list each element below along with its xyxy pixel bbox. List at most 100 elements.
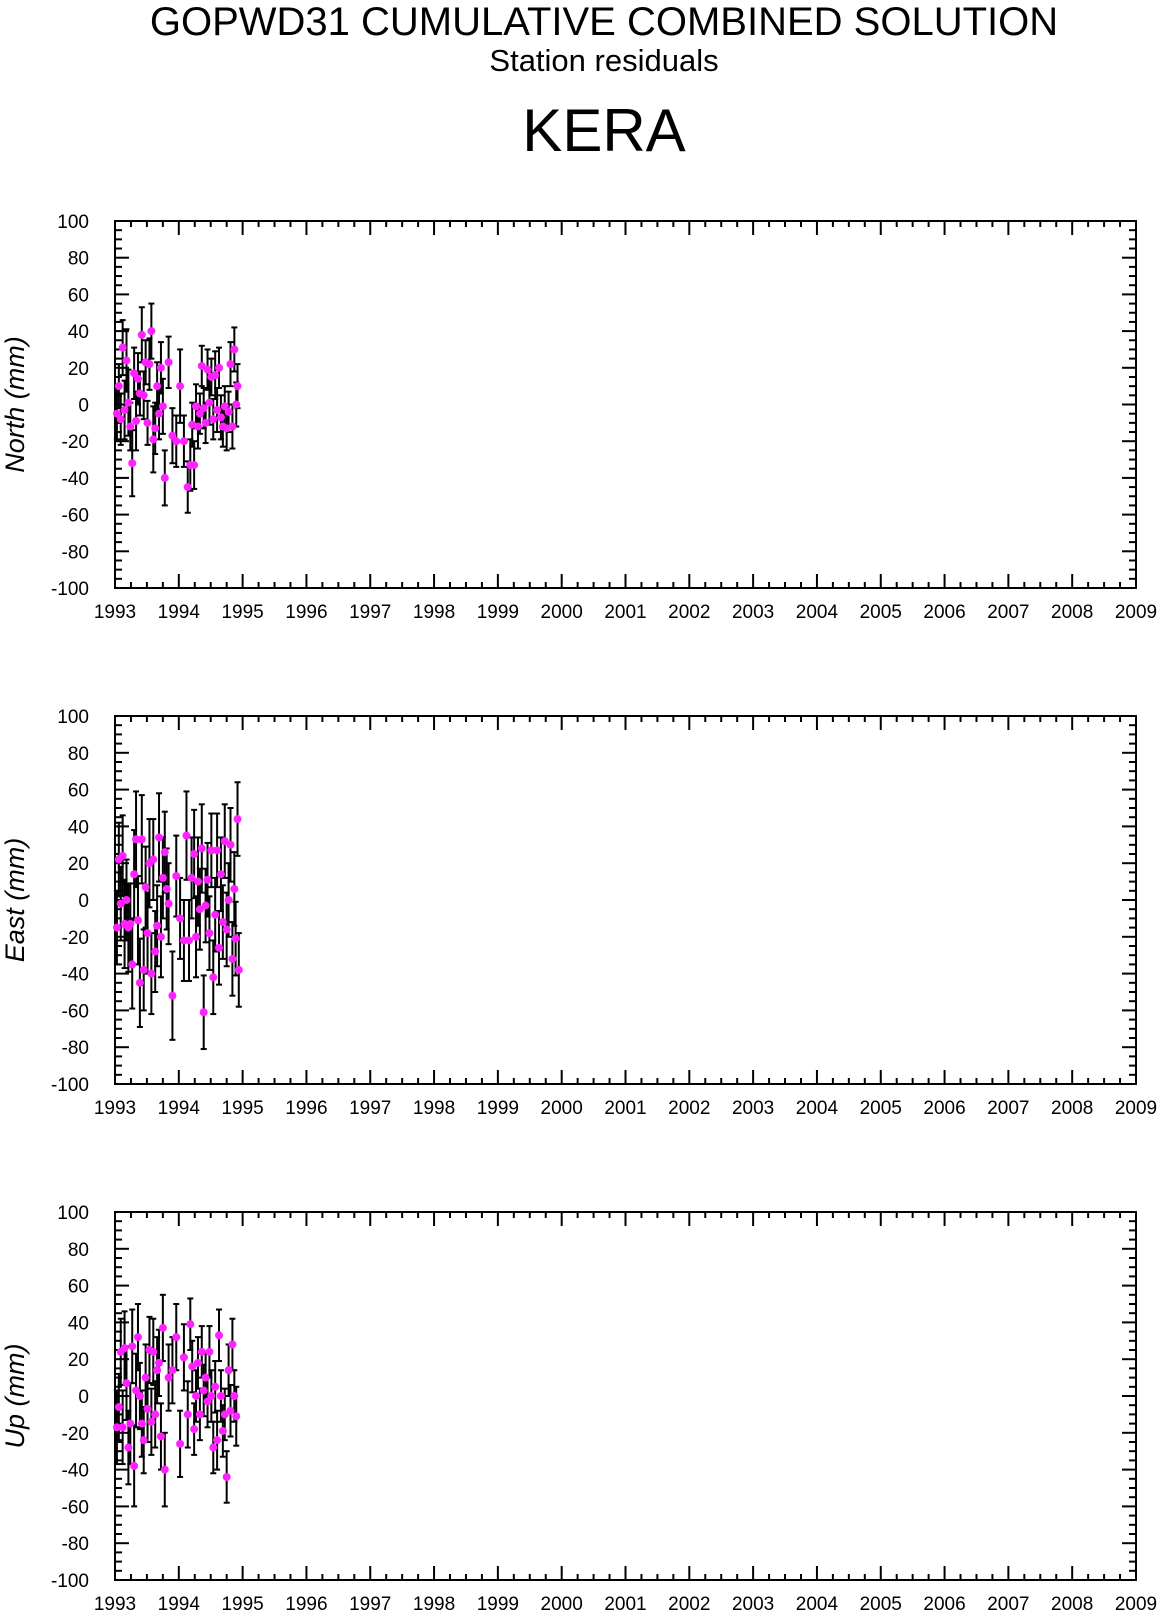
data-point <box>143 418 152 427</box>
data-point <box>211 910 220 919</box>
x-tick-label: 1995 <box>221 1594 263 1615</box>
y-tick-label: -40 <box>62 469 89 490</box>
data-point <box>122 896 131 904</box>
x-tick-label: 2000 <box>541 602 583 623</box>
data-point <box>130 1461 139 1470</box>
data-point <box>118 343 127 352</box>
data-point <box>122 1379 131 1388</box>
data-point <box>153 382 162 391</box>
data-point <box>151 947 160 956</box>
x-tick-label: 2009 <box>1115 602 1157 623</box>
data-point <box>126 422 135 431</box>
data-point <box>203 365 212 374</box>
data-point <box>187 873 196 882</box>
data-point <box>124 398 133 407</box>
chart-main-title: GOPWD31 CUMULATIVE COMBINED SOLUTION <box>149 0 1059 44</box>
data-point <box>147 969 156 978</box>
data-point <box>151 1410 160 1419</box>
data-point <box>190 461 199 470</box>
data-point <box>218 1426 227 1435</box>
data-point <box>199 1008 208 1017</box>
data-point <box>226 840 235 849</box>
x-tick-label: 1993 <box>94 602 136 623</box>
x-tick-label: 2009 <box>1115 1098 1157 1119</box>
data-point <box>197 361 206 370</box>
data-point <box>209 415 218 424</box>
data-point <box>141 1373 150 1382</box>
data-point <box>120 1344 129 1353</box>
data-point <box>192 932 201 941</box>
data-point <box>190 1425 199 1434</box>
x-tick-label: 2001 <box>604 1098 646 1119</box>
y-tick-label: 0 <box>78 396 89 417</box>
data-point <box>205 929 214 938</box>
data-point <box>226 360 235 369</box>
y-tick-label: 60 <box>68 285 89 306</box>
x-tick-label: 1997 <box>349 602 391 623</box>
data-point <box>147 1417 156 1426</box>
data-point <box>215 943 224 952</box>
x-tick-label: 2005 <box>860 1098 902 1119</box>
y-tick-label: 40 <box>68 1313 89 1334</box>
plot-frame <box>114 220 1137 589</box>
data-point <box>176 914 185 923</box>
x-tick-label: 2007 <box>987 1098 1029 1119</box>
x-tick-label: 2005 <box>860 1594 902 1615</box>
data-point <box>164 1373 173 1382</box>
y-tick-label: -40 <box>62 1461 89 1482</box>
data-point <box>116 899 125 908</box>
data-point <box>211 1382 220 1391</box>
data-point <box>222 1472 231 1481</box>
data-point <box>190 850 199 858</box>
data-point <box>209 973 218 982</box>
data-point <box>141 883 150 892</box>
x-tick-label: 1997 <box>349 1098 391 1119</box>
data-point <box>139 1436 148 1445</box>
data-point <box>176 1439 185 1448</box>
y-axis-label: Up (mm) <box>0 1344 30 1449</box>
data-point <box>220 837 229 846</box>
data-point <box>193 1358 202 1367</box>
data-point <box>176 382 185 391</box>
y-tick-label: -40 <box>62 965 89 986</box>
data-point <box>120 406 129 415</box>
data-point <box>209 1443 218 1452</box>
data-point <box>224 1366 233 1375</box>
data-point <box>211 371 220 380</box>
data-point <box>168 1366 177 1375</box>
x-tick-label: 2006 <box>923 1594 965 1615</box>
x-tick-label: 2002 <box>668 602 710 623</box>
data-point <box>112 1423 121 1432</box>
x-tick-label: 1997 <box>349 1594 391 1615</box>
y-tick-label: 100 <box>57 707 89 728</box>
y-tick-label: -100 <box>51 1075 89 1096</box>
x-tick-label: 2003 <box>732 1098 774 1119</box>
data-point <box>114 1403 123 1412</box>
data-point <box>132 835 141 844</box>
y-tick-label: -20 <box>62 1424 89 1445</box>
x-tick-label: 2006 <box>923 1098 965 1119</box>
data-point <box>183 483 192 492</box>
data-point <box>160 1465 169 1474</box>
data-point <box>213 846 222 855</box>
data-point <box>126 1419 135 1428</box>
data-point <box>207 846 216 855</box>
data-point <box>149 855 158 864</box>
data-point <box>195 1410 204 1419</box>
x-tick-label: 2001 <box>604 602 646 623</box>
data-point <box>205 398 214 407</box>
data-point <box>215 1331 224 1340</box>
data-point <box>192 1392 201 1400</box>
x-tick-label: 1996 <box>285 1098 327 1119</box>
data-point <box>193 422 202 431</box>
data-point <box>116 415 125 424</box>
data-point <box>133 1333 142 1342</box>
y-tick-label: -20 <box>62 928 89 949</box>
x-tick-label: 1994 <box>158 602 201 623</box>
data-point <box>220 1410 229 1419</box>
data-point <box>151 424 160 433</box>
data-point <box>232 400 241 409</box>
data-point <box>207 1392 216 1400</box>
